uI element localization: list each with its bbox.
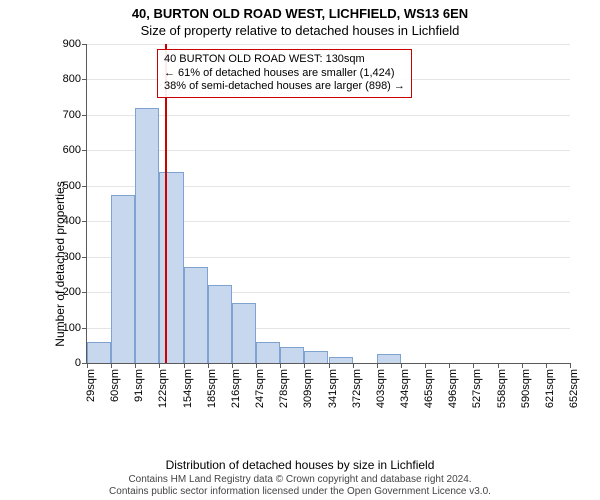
y-tick-mark bbox=[82, 328, 87, 329]
x-tick-mark bbox=[546, 363, 547, 368]
x-tick-mark bbox=[87, 363, 88, 368]
bar bbox=[256, 342, 280, 363]
x-tick-label: 29sqm bbox=[85, 369, 97, 402]
x-tick-label: 372sqm bbox=[351, 369, 363, 408]
chart-title-sub: Size of property relative to detached ho… bbox=[0, 21, 600, 42]
annotation-line1: 40 BURTON OLD ROAD WEST: 130sqm bbox=[164, 53, 405, 67]
x-tick-label: 247sqm bbox=[254, 369, 266, 408]
y-tick-label: 900 bbox=[63, 38, 81, 50]
bar bbox=[280, 347, 304, 363]
y-tick-label: 100 bbox=[63, 322, 81, 334]
x-tick-mark bbox=[208, 363, 209, 368]
y-tick-mark bbox=[82, 150, 87, 151]
y-tick-label: 200 bbox=[63, 286, 81, 298]
bar bbox=[159, 172, 183, 363]
x-tick-mark bbox=[329, 363, 330, 368]
y-tick-mark bbox=[82, 115, 87, 116]
x-tick-mark bbox=[159, 363, 160, 368]
x-tick-label: 496sqm bbox=[447, 369, 459, 408]
x-tick-mark bbox=[111, 363, 112, 368]
x-tick-mark bbox=[498, 363, 499, 368]
plot-area: 010020030040050060070080090029sqm60sqm91… bbox=[86, 44, 570, 364]
gridline bbox=[87, 115, 570, 116]
bar bbox=[208, 285, 232, 363]
x-tick-mark bbox=[304, 363, 305, 368]
x-tick-label: 60sqm bbox=[109, 369, 121, 402]
y-tick-mark bbox=[82, 79, 87, 80]
x-tick-label: 558sqm bbox=[496, 369, 508, 408]
bar bbox=[87, 342, 111, 363]
attribution-line1: Contains HM Land Registry data © Crown c… bbox=[0, 474, 600, 486]
x-tick-label: 527sqm bbox=[471, 369, 483, 408]
x-tick-label: 590sqm bbox=[520, 369, 532, 408]
y-tick-label: 800 bbox=[63, 73, 81, 85]
x-tick-label: 652sqm bbox=[568, 369, 580, 408]
y-tick-label: 0 bbox=[75, 357, 81, 369]
x-tick-label: 216sqm bbox=[230, 369, 242, 408]
x-tick-label: 278sqm bbox=[278, 369, 290, 408]
x-tick-mark bbox=[184, 363, 185, 368]
bar bbox=[184, 267, 208, 363]
x-tick-mark bbox=[570, 363, 571, 368]
x-tick-label: 185sqm bbox=[206, 369, 218, 408]
bar bbox=[232, 303, 256, 363]
bar bbox=[135, 108, 159, 363]
x-tick-label: 621sqm bbox=[544, 369, 556, 408]
x-tick-label: 403sqm bbox=[375, 369, 387, 408]
x-tick-mark bbox=[232, 363, 233, 368]
x-tick-mark bbox=[135, 363, 136, 368]
x-axis-label: Distribution of detached houses by size … bbox=[0, 458, 600, 472]
x-tick-label: 309sqm bbox=[302, 369, 314, 408]
bar bbox=[304, 351, 328, 363]
x-tick-label: 341sqm bbox=[327, 369, 339, 408]
y-tick-label: 300 bbox=[63, 251, 81, 263]
bar bbox=[111, 195, 135, 363]
x-tick-mark bbox=[473, 363, 474, 368]
y-tick-mark bbox=[82, 186, 87, 187]
x-tick-mark bbox=[522, 363, 523, 368]
x-tick-label: 122sqm bbox=[157, 369, 169, 408]
y-tick-label: 700 bbox=[63, 109, 81, 121]
y-tick-mark bbox=[82, 44, 87, 45]
bar bbox=[377, 354, 401, 363]
x-tick-label: 434sqm bbox=[399, 369, 411, 408]
annotation-line2: ← 61% of detached houses are smaller (1,… bbox=[164, 67, 405, 81]
bar bbox=[329, 357, 353, 363]
x-tick-mark bbox=[256, 363, 257, 368]
x-tick-mark bbox=[425, 363, 426, 368]
y-tick-label: 600 bbox=[63, 144, 81, 156]
x-tick-mark bbox=[353, 363, 354, 368]
y-tick-label: 500 bbox=[63, 180, 81, 192]
y-tick-label: 400 bbox=[63, 215, 81, 227]
x-tick-label: 91sqm bbox=[133, 369, 145, 402]
x-tick-label: 465sqm bbox=[423, 369, 435, 408]
x-tick-label: 154sqm bbox=[182, 369, 194, 408]
x-tick-mark bbox=[377, 363, 378, 368]
attribution: Contains HM Land Registry data © Crown c… bbox=[0, 474, 600, 498]
x-tick-mark bbox=[401, 363, 402, 368]
annotation-box: 40 BURTON OLD ROAD WEST: 130sqm ← 61% of… bbox=[157, 49, 412, 98]
gridline bbox=[87, 44, 570, 45]
chart-title-main: 40, BURTON OLD ROAD WEST, LICHFIELD, WS1… bbox=[0, 0, 600, 21]
y-tick-mark bbox=[82, 257, 87, 258]
gridline bbox=[87, 150, 570, 151]
attribution-line2: Contains public sector information licen… bbox=[0, 486, 600, 498]
y-tick-mark bbox=[82, 221, 87, 222]
annotation-line3: 38% of semi-detached houses are larger (… bbox=[164, 80, 405, 94]
x-tick-mark bbox=[280, 363, 281, 368]
y-tick-mark bbox=[82, 292, 87, 293]
x-tick-mark bbox=[449, 363, 450, 368]
chart-container: Number of detached properties 0100200300… bbox=[50, 44, 570, 414]
